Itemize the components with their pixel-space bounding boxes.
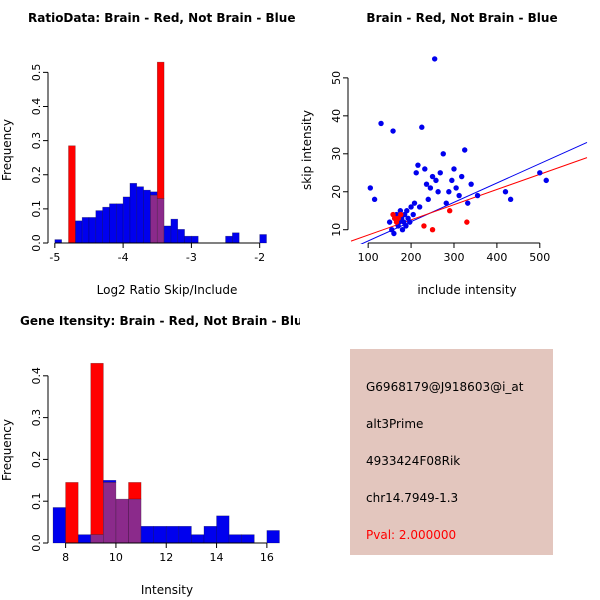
x-axis-label: Intensity xyxy=(141,583,193,597)
info-line: G6968179@J918603@i_at xyxy=(366,380,524,394)
ratio-histogram-chart: RatioData: Brain - Red, Not Brain - Blue… xyxy=(0,11,295,297)
svg-text:10: 10 xyxy=(109,551,123,564)
x-axis-label: Log2 Ratio Skip/Include xyxy=(97,283,238,297)
y-axis-label: skip intensity xyxy=(300,110,314,190)
svg-text:0.2: 0.2 xyxy=(30,166,43,184)
svg-text:400: 400 xyxy=(486,251,507,264)
chart-title: Gene Itensity: Brain - Red, Not Brain - … xyxy=(20,314,300,328)
svg-text:30: 30 xyxy=(330,147,343,161)
svg-text:0.2: 0.2 xyxy=(30,451,43,469)
svg-text:0.1: 0.1 xyxy=(30,492,43,510)
svg-text:0.1: 0.1 xyxy=(30,200,43,218)
svg-text:-3: -3 xyxy=(186,251,197,264)
chart-title: Brain - Red, Not Brain - Blue xyxy=(366,11,557,25)
svg-text:0.3: 0.3 xyxy=(30,132,43,150)
panel-ratio-histogram: RatioData: Brain - Red, Not Brain - Blue… xyxy=(0,0,300,300)
svg-text:0.0: 0.0 xyxy=(30,234,43,252)
panel-intensity-scatter: Brain - Red, Not Brain - Blue include in… xyxy=(300,0,600,300)
svg-text:10: 10 xyxy=(330,223,343,237)
svg-text:100: 100 xyxy=(358,251,379,264)
svg-text:0.4: 0.4 xyxy=(30,98,43,116)
panel-gene-intensity-histogram: Gene Itensity: Brain - Red, Not Brain - … xyxy=(0,300,300,600)
svg-text:0.3: 0.3 xyxy=(30,409,43,427)
svg-text:14: 14 xyxy=(210,551,224,564)
gene-intensity-histogram-chart: Gene Itensity: Brain - Red, Not Brain - … xyxy=(0,314,300,597)
y-axis-label: Frequency xyxy=(0,119,14,181)
info-line: alt3Prime xyxy=(366,417,424,431)
svg-text:500: 500 xyxy=(529,251,550,264)
svg-text:-4: -4 xyxy=(118,251,129,264)
svg-text:8: 8 xyxy=(62,551,69,564)
svg-text:50: 50 xyxy=(330,71,343,85)
svg-text:-2: -2 xyxy=(254,251,265,264)
info-line: 4933424F08Rik xyxy=(366,454,461,468)
svg-text:0.4: 0.4 xyxy=(30,367,43,385)
svg-text:300: 300 xyxy=(443,251,464,264)
svg-text:12: 12 xyxy=(159,551,173,564)
info-line: chr14.7949-1.3 xyxy=(366,491,459,505)
gene-info-panel: G6968179@J918603@i_at alt3Prime 4933424F08… xyxy=(350,349,553,555)
svg-text:0.0: 0.0 xyxy=(30,534,43,552)
x-axis-label: include intensity xyxy=(417,283,516,297)
svg-text:16: 16 xyxy=(260,551,274,564)
svg-text:20: 20 xyxy=(330,185,343,199)
svg-text:200: 200 xyxy=(401,251,422,264)
svg-text:-5: -5 xyxy=(49,251,60,264)
info-line: Pval: 2.000000 xyxy=(366,528,457,542)
y-axis-label: Frequency xyxy=(0,419,14,481)
svg-text:40: 40 xyxy=(330,109,343,123)
chart-title: RatioData: Brain - Red, Not Brain - Blue xyxy=(28,11,295,25)
svg-text:0.5: 0.5 xyxy=(30,64,43,82)
intensity-scatter-chart: Brain - Red, Not Brain - Blue include in… xyxy=(300,11,588,297)
